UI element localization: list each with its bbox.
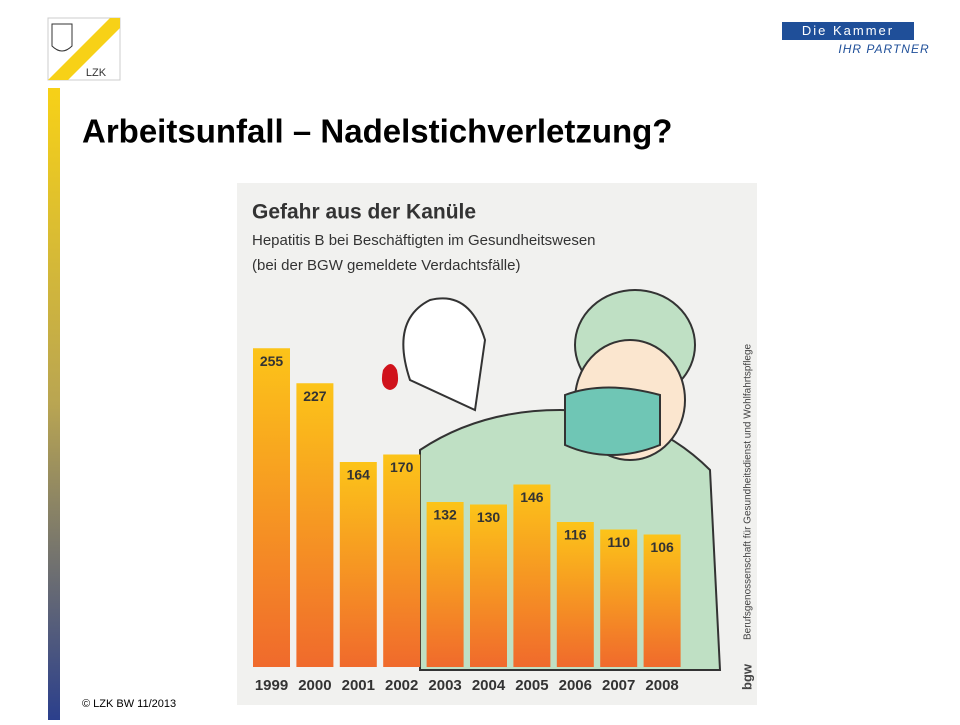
bar	[383, 454, 421, 667]
bar	[296, 383, 334, 667]
x-tick-label: 2005	[515, 677, 548, 694]
x-tick-label: 2006	[559, 677, 592, 694]
source: Berufsgenossenschaft für Gesundheitsdien…	[743, 343, 754, 640]
value-label: 106	[650, 539, 674, 555]
source-logo: bgw	[739, 663, 754, 690]
bar	[339, 462, 377, 667]
value-label: 110	[607, 534, 630, 550]
logo-text: Die Kammer	[802, 23, 894, 38]
bar	[253, 348, 290, 667]
value-label: 146	[520, 489, 544, 505]
value-label: 116	[564, 527, 587, 543]
value-label: 164	[347, 467, 371, 483]
logo-left: LZK	[47, 17, 121, 81]
x-tick-label: 2000	[298, 677, 331, 694]
x-tick-label: 2008	[645, 677, 678, 694]
chart-subtitle: (bei der BGW gemeldete Verdachtsfälle)	[252, 257, 520, 274]
bar	[426, 502, 464, 667]
chart-subtitle: Hepatitis B bei Beschäftigten im Gesundh…	[252, 232, 596, 249]
x-tick-label: 1999	[255, 677, 288, 694]
x-tick-label: 2007	[602, 677, 635, 694]
chart-title: Gefahr aus der Kanüle	[252, 201, 476, 224]
x-tick-label: 2001	[342, 677, 375, 694]
logo-text: LZK	[86, 67, 107, 79]
bar	[643, 534, 681, 667]
slide-title: Arbeitsunfall – Nadelstichverletzung?	[82, 113, 672, 150]
x-tick-label: 2003	[428, 677, 461, 694]
side-stripe	[48, 88, 60, 720]
bar	[470, 504, 507, 667]
logo-text: IHR PARTNER	[838, 42, 929, 56]
x-tick-label: 2002	[385, 677, 418, 694]
bar	[513, 484, 551, 667]
value-label: 227	[303, 388, 327, 404]
logo-right: Die Kammer IHR PARTNER	[782, 22, 929, 56]
x-tick-label: 2004	[472, 677, 506, 694]
bar	[600, 529, 638, 667]
value-label: 132	[433, 507, 457, 523]
value-label: 170	[390, 459, 414, 475]
footer: © LZK BW 11/2013	[82, 698, 176, 710]
value-label: 130	[477, 509, 501, 525]
value-label: 255	[260, 353, 284, 369]
bar	[556, 522, 594, 667]
